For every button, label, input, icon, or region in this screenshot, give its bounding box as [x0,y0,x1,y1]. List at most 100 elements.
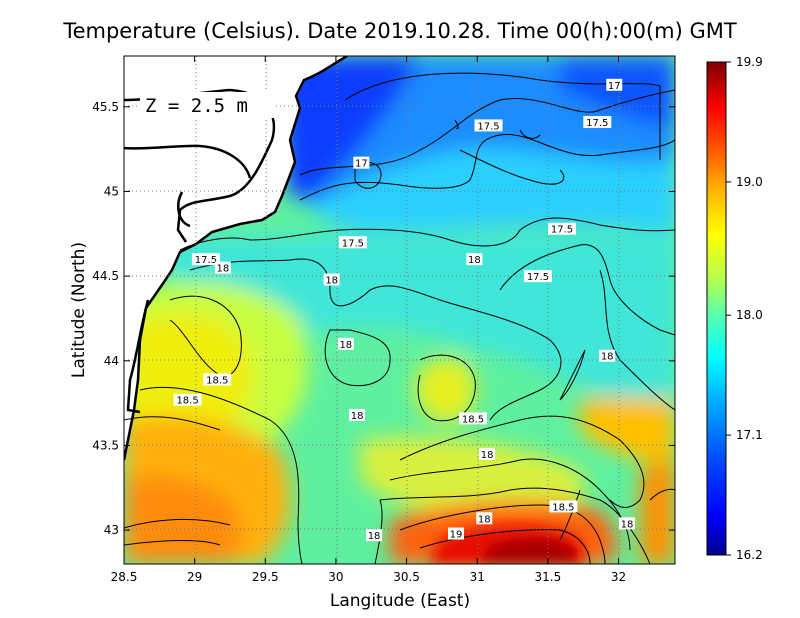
contour-label-text: 18 [621,519,634,530]
land-mass [124,56,347,460]
contour-label-background [606,78,623,91]
contour-label: 17.5 [338,236,367,249]
lake-outline [177,191,191,228]
depth-label: Z = 2.5 m [145,95,248,117]
colorbar-tick-label: 18.0 [736,308,763,322]
contour-label-text: 18 [351,411,364,422]
colorbar-tick-label: 17.1 [736,428,763,442]
contour-label: 18.5 [173,393,202,407]
contour-label: 18 [599,349,616,363]
contour-label-background [173,393,202,406]
grid-lines [124,56,675,564]
y-tick-label: 45 [104,184,119,198]
contour-label-background [353,156,370,169]
y-tick-label: 43.5 [92,438,119,452]
contour-label-text: 17.5 [527,272,549,283]
x-axis-ticks: 28.5 29 29.5 30 30.5 31 31.5 32 [111,56,626,584]
contour-label-text: 17 [355,159,368,170]
contour-label-background [549,500,578,513]
contour-label: 18 [479,447,496,461]
contour-label-background [366,529,383,542]
contour-label-background [583,116,612,129]
contour-label: 19 [448,527,465,541]
contour-label-background [203,373,232,386]
contour-label: 18 [337,337,354,351]
colorbar-tick-label: 19.0 [736,175,763,189]
contour-label-background [323,273,340,286]
contour-label-text: 18 [339,340,352,351]
contour-label-text: 17.5 [342,238,364,249]
contour-label-background [466,253,483,266]
y-axis-ticks: 43 43.5 44 44.5 45 45.5 [92,100,675,537]
contour-label-text: 18 [217,264,230,275]
contour-label-background [448,527,465,540]
contour-label: 17.5 [474,119,503,132]
x-tick-label: 30 [328,570,343,584]
x-tick-label: 32 [611,570,626,584]
contour-label: 17 [606,78,623,92]
contour-label-text: 18 [368,531,381,542]
colorbar-ticks: 19.9 19.0 18.0 17.1 16.2 [726,55,763,562]
contour-label-background [618,517,635,530]
x-axis-label: Langitude (East) [330,591,470,611]
contour-label-background [523,270,552,283]
contour-label-background [191,253,220,266]
contour-label: 17.5 [583,116,612,129]
contour-label-background [349,408,366,421]
contour-label-text: 18 [468,255,481,266]
contour-label: 18 [466,253,483,266]
contour-label: 18 [476,512,493,525]
y-tick-label: 44 [104,354,119,368]
contour-label-background [474,119,503,132]
contour-label-text: 17.5 [551,225,573,236]
coast-detail [126,299,150,414]
inner-coast [124,144,252,179]
depth-label-background [140,92,276,118]
contour-label: 18 [214,261,231,275]
x-tick-label: 29.5 [252,570,279,584]
x-tick-label: 29 [187,570,202,584]
contour-label-text: 17 [608,81,621,92]
colorbar [706,61,727,556]
contour-label-background [476,512,493,525]
y-tick-label: 43 [104,523,119,537]
contour-label: 18.5 [458,412,487,425]
chart-title: Temperature (Celsius). Date 2019.10.28. … [62,19,737,43]
contour-label-text: 18 [325,276,338,287]
contour-label: 18.5 [203,373,232,386]
contour-label: 17.5 [523,270,552,283]
contour-label: 18 [366,529,383,542]
contour-label: 17.5 [547,222,576,236]
contour-label-text: 18.5 [552,502,574,513]
y-axis-label: Latitude (North) [69,242,89,378]
contour-label: 18 [323,273,340,287]
contour-label-text: 19 [450,530,463,541]
contour-label-text: 18.5 [176,396,198,407]
contour-label-text: 17.5 [195,255,217,266]
contour-label: 18 [618,517,635,530]
y-tick-label: 44.5 [92,269,119,283]
contour-label-background [599,349,616,362]
contour-label-text: 18 [601,352,614,363]
contour-label: 17 [353,156,370,170]
contour-label-background [214,261,231,274]
contour-label-text: 18 [481,450,494,461]
contour-label: 18.5 [549,500,578,513]
contour-label-text: 17.5 [477,121,499,132]
x-tick-label: 31 [470,570,485,584]
y-tick-label: 45.5 [92,100,119,114]
plot-frame [123,55,676,565]
x-tick-label: 30.5 [393,570,420,584]
x-tick-label: 31.5 [534,570,561,584]
contour-label-text: 18.5 [462,414,484,425]
contour-label-background [479,447,496,460]
colorbar-tick-label: 16.2 [736,548,763,562]
contour-label: 18 [349,408,366,422]
x-tick-label: 28.5 [111,570,138,584]
contour-label-background [338,236,367,249]
contour-label-text: 18.5 [206,375,228,386]
contour-label-background [337,337,354,350]
